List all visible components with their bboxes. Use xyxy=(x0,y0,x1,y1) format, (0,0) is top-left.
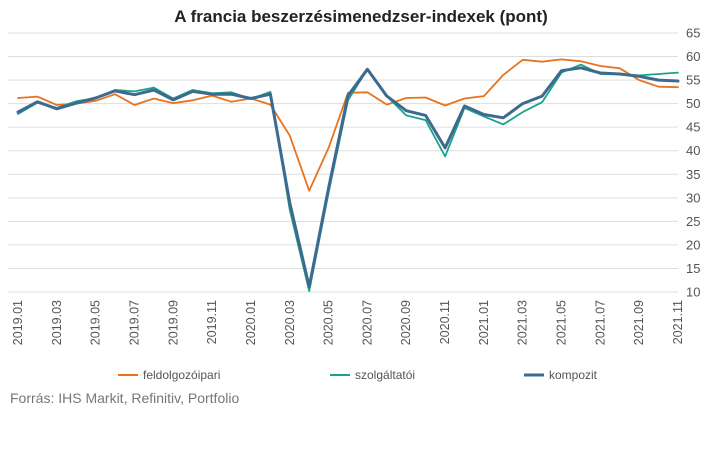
legend-label-3: kompozit xyxy=(549,368,598,382)
y-tick-label: 55 xyxy=(686,73,700,88)
y-tick-label: 50 xyxy=(686,96,700,111)
x-tick-label: 2020.07 xyxy=(360,300,374,345)
x-tick-label: 2021.01 xyxy=(477,300,491,345)
series-lines xyxy=(16,58,680,293)
legend-label-2: szolgáltatói xyxy=(355,368,415,382)
x-tick-label: 2019.03 xyxy=(50,300,64,345)
y-tick-label: 45 xyxy=(686,120,700,135)
y-tick-label: 35 xyxy=(686,167,700,182)
x-tick-label: 2019.11 xyxy=(205,300,219,344)
x-tick-label: 2019.01 xyxy=(11,300,25,345)
y-tick-label: 60 xyxy=(686,49,700,64)
y-tick-label: 20 xyxy=(686,237,700,252)
x-tick-label: 2019.09 xyxy=(166,300,180,345)
y-tick-label: 40 xyxy=(686,143,700,158)
chart-title: A francia beszerzésimenedzser-indexek (p… xyxy=(174,7,548,26)
x-tick-label: 2021.05 xyxy=(555,300,569,345)
x-tick-label: 2021.03 xyxy=(516,300,530,345)
x-tick-label: 2020.09 xyxy=(399,300,413,345)
x-tick-label: 2019.07 xyxy=(127,300,141,345)
legend: feldolgozóipari szolgáltatói kompozit xyxy=(118,368,598,382)
x-tick-label: 2020.01 xyxy=(244,300,258,345)
x-tick-label: 2021.07 xyxy=(593,300,607,345)
x-tick-label: 2020.03 xyxy=(283,300,297,345)
y-tick-label: 10 xyxy=(686,285,700,300)
x-tick-label: 2019.05 xyxy=(89,300,103,345)
x-tick-label: 2021.11 xyxy=(671,300,685,344)
y-axis-ticks: 10 15 20 25 30 35 40 45 50 55 60 65 xyxy=(686,26,700,300)
x-tick-label: 2020.11 xyxy=(438,300,452,344)
x-axis-ticks: 2019.01 2019.03 2019.05 2019.07 2019.09 2019.… xyxy=(11,300,685,345)
x-tick-label: 2021.09 xyxy=(632,300,646,345)
source-note: Forrás: IHS Markit, Refinitiv, Portfolio xyxy=(10,390,240,406)
gridlines xyxy=(8,32,678,293)
y-tick-label: 30 xyxy=(686,190,700,205)
legend-label-1: feldolgozóipari xyxy=(143,368,220,382)
x-tick-label: 2020.05 xyxy=(322,300,336,345)
y-tick-label: 65 xyxy=(686,26,700,41)
y-tick-label: 15 xyxy=(686,261,700,276)
series-line-3 xyxy=(16,66,680,289)
series-line-1 xyxy=(17,58,679,192)
y-tick-label: 25 xyxy=(686,214,700,229)
